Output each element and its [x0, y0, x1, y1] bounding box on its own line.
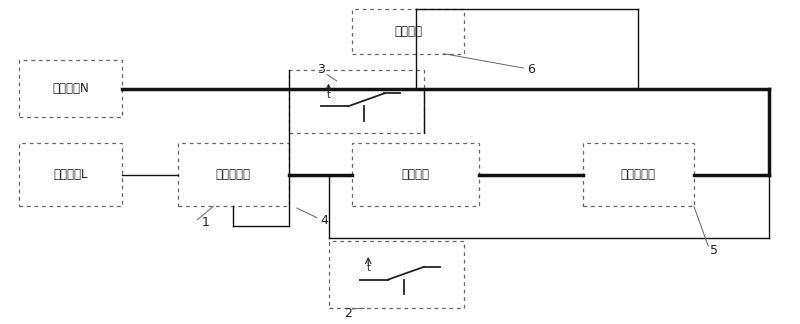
Text: t: t: [326, 90, 330, 100]
Bar: [178, 143, 289, 206]
Text: 市电火线L: 市电火线L: [53, 168, 87, 181]
Text: 市电零线N: 市电零线N: [52, 82, 89, 95]
Bar: [352, 9, 463, 54]
Text: 主控单元: 主控单元: [394, 25, 422, 38]
Bar: [352, 143, 479, 206]
Text: 4: 4: [321, 214, 329, 227]
Text: 2: 2: [345, 307, 352, 319]
Text: 触点式开关: 触点式开关: [216, 168, 250, 181]
Bar: [582, 143, 694, 206]
Text: 3: 3: [317, 63, 325, 76]
Bar: [329, 241, 463, 308]
Text: 5: 5: [710, 245, 718, 258]
Bar: [18, 60, 122, 117]
Text: 电子式开关: 电子式开关: [621, 168, 656, 181]
Bar: [289, 70, 424, 133]
Text: 电加热器: 电加热器: [402, 168, 430, 181]
Bar: [18, 143, 122, 206]
Text: 6: 6: [527, 63, 535, 76]
Text: t: t: [366, 263, 370, 273]
Text: 1: 1: [202, 216, 210, 229]
